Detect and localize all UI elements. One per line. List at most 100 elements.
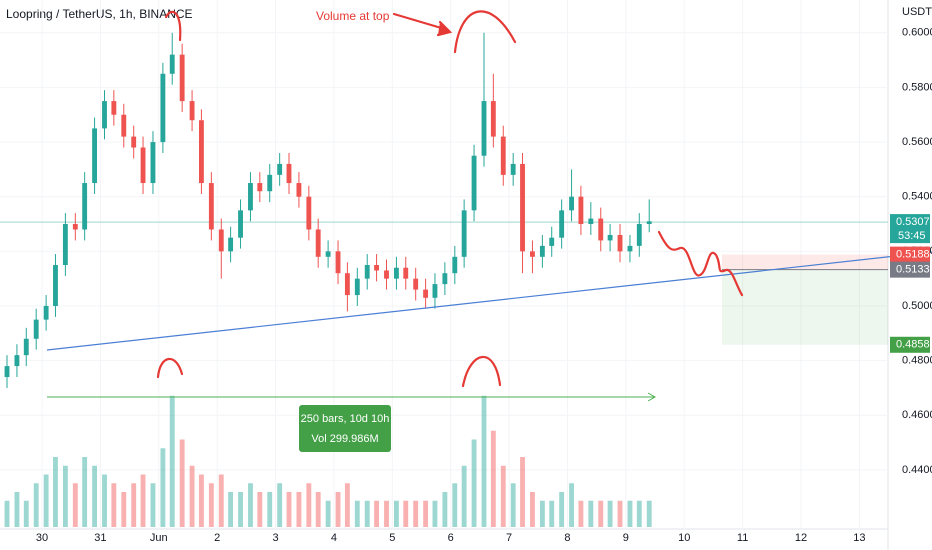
measure-arrow <box>647 392 657 402</box>
candle-body <box>286 163 292 184</box>
volume-bar <box>228 492 234 527</box>
candle-body <box>102 101 107 129</box>
candle-body <box>344 273 350 296</box>
candle-body <box>364 265 370 279</box>
volume-bar <box>306 483 312 527</box>
volume-bar <box>131 483 137 527</box>
volume-bar <box>588 500 594 527</box>
volume-bar <box>461 465 467 527</box>
candle-body <box>627 245 633 252</box>
x-tick-label: Jun <box>150 532 168 544</box>
x-tick-label: 6 <box>448 532 454 544</box>
volume-bar <box>344 483 350 527</box>
arrow <box>392 12 450 32</box>
price-tag <box>890 246 930 263</box>
candle-body <box>442 273 448 285</box>
candle-body <box>646 221 652 225</box>
volume-bar <box>598 500 604 527</box>
volume-bar <box>72 483 78 527</box>
candle-body <box>636 224 642 246</box>
volume-bar <box>33 483 39 527</box>
candle-body <box>500 136 506 175</box>
price-tag-label: 0.4858 <box>896 339 930 351</box>
volume-bar <box>539 500 545 527</box>
projection <box>657 230 744 297</box>
candle-body <box>549 237 555 246</box>
candle-body <box>393 267 399 279</box>
volume-bar <box>384 500 389 527</box>
chart-title: Loopring / TetherUS, 1h, BINANCE <box>6 7 193 21</box>
candle-body <box>179 54 185 102</box>
volume-bar <box>325 500 331 527</box>
y-axis-label: USDT <box>902 6 932 18</box>
volume-bar <box>169 395 175 527</box>
candle-body <box>218 229 224 252</box>
candle-body <box>452 256 458 274</box>
volume-bar <box>14 492 20 527</box>
candle-body <box>384 270 389 279</box>
volume-bar <box>549 500 555 527</box>
candle-body <box>150 142 156 184</box>
candle-body <box>267 174 273 192</box>
candle-body <box>403 267 409 279</box>
candle-body <box>423 289 429 298</box>
candle-body <box>140 147 146 184</box>
volume-bar <box>43 474 49 527</box>
candle-body <box>131 136 137 148</box>
arc <box>453 10 517 54</box>
volume-bar <box>335 492 341 527</box>
volume-bar <box>208 483 214 527</box>
candle-body <box>539 245 545 257</box>
volume-bar <box>530 492 535 527</box>
x-tick-label: 31 <box>94 532 106 544</box>
volume-bar <box>403 500 409 527</box>
volume-bar <box>578 500 584 527</box>
price-tag <box>890 214 930 244</box>
volume-bar <box>179 439 185 527</box>
volume-bar <box>53 457 58 527</box>
candle-body <box>490 101 496 137</box>
candle-body <box>111 101 117 115</box>
candle-body <box>208 183 214 230</box>
candle-body <box>169 54 175 74</box>
arc <box>156 357 184 379</box>
x-tick-label: 10 <box>678 532 690 544</box>
x-tick-label: 9 <box>623 532 629 544</box>
price-tag-label: 0.5307 <box>896 216 930 228</box>
candle-body <box>248 183 253 211</box>
target-zone <box>722 269 888 345</box>
volume-bar <box>257 492 263 527</box>
countdown: 53:45 <box>898 230 926 242</box>
candle-body <box>471 155 477 211</box>
volume-bar <box>198 474 204 527</box>
candle-body <box>413 278 419 290</box>
candle-body <box>617 234 623 252</box>
volume-bar <box>102 474 107 527</box>
x-tick-label: 12 <box>795 532 807 544</box>
volume-bar <box>471 439 477 527</box>
marks-layer <box>4 32 652 527</box>
trendline <box>46 251 932 351</box>
volume-bar <box>189 465 195 527</box>
volume-bar <box>413 500 419 527</box>
x-tick-label: 8 <box>564 532 570 544</box>
candle-body <box>588 218 594 225</box>
x-tick-label: 4 <box>331 532 337 544</box>
candle-body <box>14 355 20 367</box>
candle-body <box>23 338 29 356</box>
volume-bar <box>82 457 88 527</box>
x-tick-label: 3 <box>273 532 279 544</box>
volume-bar <box>569 483 574 527</box>
candle-body <box>578 196 584 225</box>
annotations <box>156 10 744 388</box>
candle-body <box>530 251 535 257</box>
volume-bar <box>315 492 321 527</box>
arc <box>164 10 182 42</box>
volume-bar <box>607 500 613 527</box>
volume-bar <box>218 474 224 527</box>
price-tag-label: 0.5133 <box>896 264 930 276</box>
background-layer <box>0 0 888 530</box>
